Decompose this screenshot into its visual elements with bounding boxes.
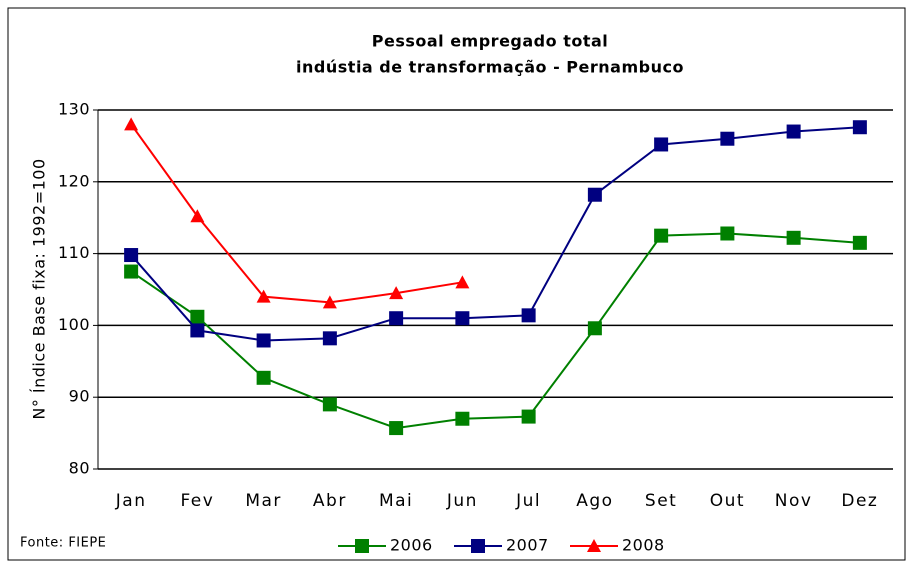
marker — [256, 289, 271, 303]
marker — [455, 311, 470, 326]
y-tick-label: 130 — [58, 100, 90, 119]
marker — [455, 275, 470, 289]
marker — [190, 209, 205, 223]
legend-label: 2007 — [506, 536, 549, 555]
marker — [521, 409, 536, 424]
marker — [389, 286, 404, 300]
marker — [471, 539, 485, 553]
x-tick-label: Abr — [313, 491, 347, 511]
x-tick-label: Mar — [245, 491, 282, 511]
marker — [852, 235, 867, 250]
x-tick-label: Jun — [446, 491, 478, 511]
marker — [786, 124, 801, 139]
series-line — [130, 126, 860, 342]
marker — [124, 264, 139, 279]
x-tick-label: Fev — [180, 491, 214, 511]
marker — [455, 411, 470, 426]
marker — [587, 321, 602, 336]
x-tick-label: Jul — [515, 491, 541, 511]
x-tick-label: Dez — [841, 491, 878, 511]
y-tick-label: 110 — [58, 243, 90, 262]
source-note: Fonte: FIEPE — [20, 536, 106, 551]
x-tick-label: Jan — [115, 491, 147, 511]
marker — [720, 131, 735, 146]
marker — [124, 117, 139, 131]
x-tick-label: Out — [710, 491, 745, 511]
marker — [720, 226, 735, 241]
marker — [190, 323, 205, 338]
marker — [852, 120, 867, 135]
y-tick-label: 90 — [69, 387, 90, 406]
marker — [256, 370, 271, 385]
legend-label: 2008 — [622, 536, 665, 555]
series-line — [130, 232, 860, 430]
marker — [322, 331, 337, 346]
marker — [355, 539, 369, 553]
marker — [389, 421, 404, 436]
y-tick-label: 120 — [58, 171, 90, 190]
chart-title: Pessoal empregado total — [372, 32, 609, 51]
marker — [389, 311, 404, 326]
marker — [124, 248, 139, 263]
marker — [587, 539, 601, 552]
marker — [256, 333, 271, 348]
series-line — [130, 123, 463, 304]
y-axis-label: N° Índice Base fixa: 1992=100 — [30, 158, 49, 419]
marker — [654, 228, 669, 243]
marker — [322, 295, 337, 309]
x-tick-label: Mai — [379, 491, 413, 511]
y-tick-label: 80 — [69, 459, 90, 478]
x-tick-label: Set — [645, 491, 677, 511]
legend-label: 2006 — [390, 536, 433, 555]
marker — [521, 308, 536, 323]
x-tick-label: Ago — [576, 491, 613, 511]
x-tick-label: Nov — [775, 491, 813, 511]
marker — [654, 137, 669, 152]
y-tick-label: 100 — [58, 315, 90, 334]
marker — [190, 309, 205, 324]
marker — [322, 397, 337, 412]
chart-subtitle: indústia de transformação - Pernambuco — [296, 58, 684, 77]
marker — [587, 187, 602, 202]
marker — [786, 230, 801, 245]
